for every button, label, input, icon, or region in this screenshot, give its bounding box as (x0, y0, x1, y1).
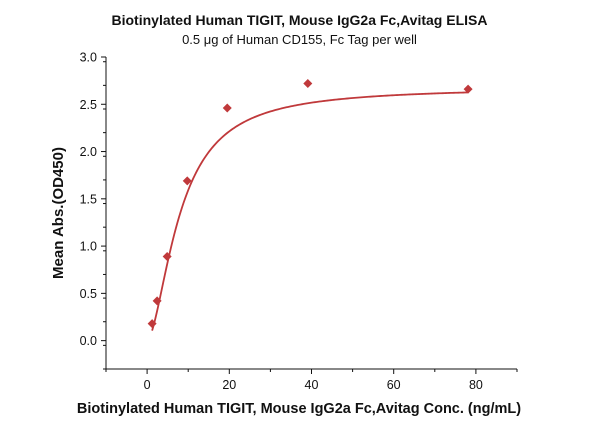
y-tick-label: 3.0 (80, 51, 97, 65)
x-axis-ticks: 0 20 40 60 80 (105, 369, 518, 392)
chart-title: Biotinylated Human TIGIT, Mouse IgG2a Fc… (111, 12, 488, 28)
data-points (147, 78, 473, 329)
y-axis-ticks: 0.0 0.5 1.0 1.5 2.0 2.5 3.0 (80, 51, 106, 370)
data-point (162, 251, 172, 261)
y-axis-title: Mean Abs.(OD450) (50, 147, 67, 279)
y-tick-label: 1.0 (80, 240, 97, 254)
x-tick-label: 0 (144, 378, 151, 392)
data-point (303, 78, 313, 88)
y-tick-label: 1.5 (80, 192, 97, 206)
data-point (152, 296, 162, 306)
x-tick-label: 60 (387, 378, 401, 392)
data-point (463, 84, 473, 94)
y-tick-label: 2.5 (80, 98, 97, 112)
y-tick-label: 0.5 (80, 287, 97, 301)
x-axis-title: Biotinylated Human TIGIT, Mouse IgG2a Fc… (77, 401, 521, 417)
chart-subtitle: 0.5 μg of Human CD155, Fc Tag per well (182, 32, 417, 47)
data-point (147, 319, 157, 329)
x-tick-label: 40 (305, 378, 319, 392)
y-tick-label: 0.0 (80, 334, 97, 348)
fit-curve (151, 91, 469, 331)
data-point (182, 176, 192, 186)
data-point (222, 103, 232, 113)
y-tick-label: 2.0 (80, 145, 97, 159)
x-tick-label: 80 (469, 378, 483, 392)
x-tick-label: 20 (222, 378, 236, 392)
